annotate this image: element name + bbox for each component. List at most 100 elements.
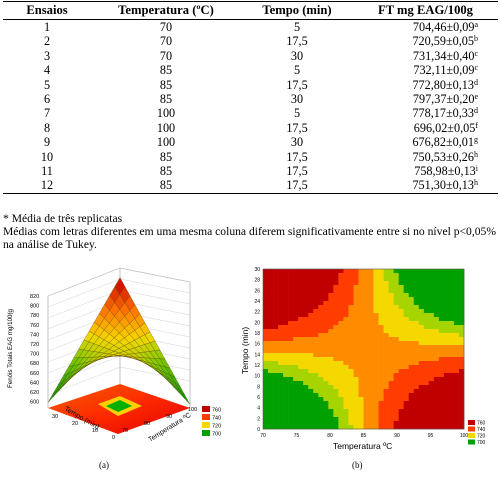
x-tick-label: 100 (460, 433, 469, 439)
contour-cell (453, 389, 460, 394)
cell-tempo-value: 30 (290, 92, 304, 107)
contour-cell (438, 333, 445, 338)
contour-cell (333, 317, 339, 322)
contour-cell (288, 345, 294, 350)
contour-cell (378, 405, 384, 410)
contour-cell (338, 337, 344, 342)
contour-cell (438, 413, 445, 418)
panel-label-b: (b) (352, 460, 363, 470)
contour-cell (458, 377, 465, 382)
contour-cell (343, 421, 349, 426)
contour-cell (408, 273, 415, 278)
contour-cell (388, 281, 394, 286)
contour-cell (378, 333, 384, 338)
cell-temperatura-value: 85 (159, 149, 173, 164)
contour-cell (398, 369, 405, 374)
contour-cell (368, 329, 374, 334)
contour-cell (298, 281, 304, 286)
contour-cell (278, 269, 284, 274)
contour-cell (338, 329, 344, 334)
contour-cell (383, 381, 389, 386)
contour-cell (373, 397, 379, 402)
contour-cell (318, 401, 324, 406)
contour-cell (268, 317, 274, 322)
contour-cell (408, 301, 415, 306)
contour-cell (363, 361, 369, 366)
contour-cell (368, 333, 374, 338)
contour-cell (328, 425, 334, 430)
contour-cell (263, 417, 269, 422)
contour-cell (318, 333, 324, 338)
contour-cell (363, 345, 369, 350)
contour-cell (283, 285, 289, 290)
contour-cell (388, 329, 394, 334)
table-row: 10 85 17,5 750,53±0,26h (3, 150, 498, 164)
contour-cell (298, 273, 304, 278)
contour-cell (428, 349, 435, 354)
contour-cell (453, 393, 460, 398)
contour-cell (308, 273, 314, 278)
contour-cell (393, 273, 399, 278)
contour-cell (453, 369, 460, 374)
significance-letter: c (474, 63, 478, 73)
cell-ft-value: 751,30±0,13 (412, 178, 474, 193)
contour-cell (393, 425, 399, 430)
contour-cell (393, 321, 399, 326)
contour-cell (328, 273, 334, 278)
contour-cell (458, 401, 465, 406)
contour-cell (383, 305, 389, 310)
contour-cell (273, 421, 279, 426)
contour-cell (423, 357, 430, 362)
contour-cell (418, 289, 425, 294)
contour-cell (303, 301, 309, 306)
contour-cell (308, 317, 314, 322)
contour-cell (293, 377, 299, 382)
contour-cell (323, 297, 329, 302)
x-axis-label: Temperatura ºC (333, 441, 392, 451)
contour-cell (378, 349, 384, 354)
contour-cell (368, 409, 374, 414)
contour-cell (288, 281, 294, 286)
contour-cell (273, 381, 279, 386)
contour-cell (308, 381, 314, 386)
contour-cell (393, 417, 399, 422)
contour-cell (358, 297, 364, 302)
contour-cell (323, 421, 329, 426)
contour-cell (278, 385, 284, 390)
contour-cell (268, 385, 274, 390)
contour-cell (273, 385, 279, 390)
contour-cell (418, 409, 425, 414)
contour-cell (318, 321, 324, 326)
contour-cell (328, 325, 334, 330)
contour-cell (293, 389, 299, 394)
cell-temperatura-value: 100 (156, 106, 176, 121)
contour-cell (313, 313, 319, 318)
contour-cells (263, 269, 465, 430)
contour-cell (348, 313, 354, 318)
contour-cell (443, 345, 450, 350)
contour-cell (413, 297, 420, 302)
contour-cell (348, 405, 354, 410)
contour-cell (293, 393, 299, 398)
contour-cell (328, 413, 334, 418)
contour-cell (338, 417, 344, 422)
grid-line (47, 267, 121, 297)
contour-cell (363, 385, 369, 390)
contour-cell (278, 381, 284, 386)
contour-cell (458, 313, 465, 318)
contour-cell (293, 345, 299, 350)
cell-tempo-value: 17,5 (286, 178, 308, 193)
contour-cell (288, 273, 294, 278)
contour-cell (408, 333, 415, 338)
contour-cell (438, 393, 445, 398)
contour-cell (458, 349, 465, 354)
contour-cell (318, 405, 324, 410)
contour-cell (268, 333, 274, 338)
contour-cell (303, 277, 309, 282)
contour-cell (413, 281, 420, 286)
contour-cell (388, 325, 394, 330)
contour-cell (403, 409, 410, 414)
surface-patch (179, 390, 191, 405)
contour-cell (373, 413, 379, 418)
contour-cell (453, 401, 460, 406)
